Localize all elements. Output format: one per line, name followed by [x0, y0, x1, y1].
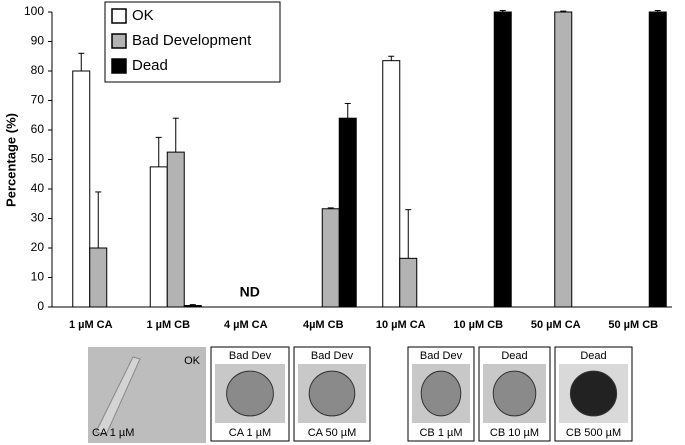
y-tick-label: 90 — [31, 34, 45, 48]
error-bar — [189, 304, 196, 306]
bar — [338, 117, 357, 308]
x-tick-label: 4 µM CA — [224, 319, 268, 331]
bar — [321, 208, 340, 308]
bar — [183, 305, 202, 308]
panel-title: Dead — [501, 350, 527, 362]
x-tick-label: 50 µM CB — [608, 319, 658, 331]
x-tick-label: 1 µM CA — [69, 319, 113, 331]
panel-caption: CB 10 µM — [490, 427, 539, 439]
y-tick-label: 80 — [31, 63, 45, 77]
error-bar — [95, 191, 102, 248]
error-bar — [560, 10, 567, 12]
error-bar — [155, 136, 162, 167]
panel-title: OK — [184, 355, 201, 367]
panel-cell — [226, 370, 274, 417]
bar — [493, 11, 512, 308]
legend-swatch — [111, 58, 127, 74]
bar — [399, 257, 418, 308]
x-tick-label: 50 µM CA — [531, 319, 581, 331]
panel-title: Bad Dev — [420, 350, 463, 362]
y-tick-label: 50 — [31, 152, 45, 166]
bar — [554, 11, 573, 308]
y-tick-label: 0 — [37, 299, 44, 313]
panel-cell — [95, 356, 141, 436]
panel-title: Bad Dev — [229, 350, 272, 362]
error-bar — [344, 102, 351, 119]
y-tick-label: 30 — [31, 211, 45, 225]
panel-caption: CB 1 µM — [419, 427, 462, 439]
x-tick-label: 1 µM CB — [146, 319, 190, 331]
legend-label: OK — [132, 7, 154, 24]
panel-cell — [569, 370, 618, 417]
legend-swatch — [111, 33, 127, 49]
panel-title: Dead — [580, 350, 606, 362]
legend-label: Bad Development — [132, 32, 252, 49]
bar — [149, 166, 168, 308]
bar — [89, 247, 108, 308]
legend-swatch — [111, 8, 127, 24]
y-tick-label: 10 — [31, 270, 45, 284]
y-axis-label: Percentage (%) — [3, 113, 18, 207]
panel-caption: CA 1 µM — [92, 427, 134, 439]
panel-title: Bad Dev — [311, 350, 354, 362]
error-bar — [654, 10, 661, 12]
bar — [382, 60, 401, 308]
error-bar — [327, 207, 334, 209]
panel-caption: CA 50 µM — [308, 427, 357, 439]
annotation: ND — [240, 284, 260, 300]
panel-caption: CB 500 µM — [566, 427, 621, 439]
error-bar — [78, 52, 85, 71]
y-tick-label: 20 — [31, 240, 45, 254]
legend-box — [104, 1, 281, 83]
x-tick-label: 10 µM CA — [376, 319, 426, 331]
y-tick-label: 40 — [31, 181, 45, 195]
y-tick-label: 70 — [31, 93, 45, 107]
x-tick-label: 10 µM CB — [453, 319, 503, 331]
error-bar — [388, 55, 395, 61]
bar — [648, 11, 667, 308]
panel-cell — [420, 370, 462, 417]
error-bar — [405, 209, 412, 259]
x-tick-label: 4µM CB — [303, 319, 344, 331]
panel-cell — [492, 370, 537, 417]
bar — [166, 151, 185, 308]
bar — [72, 70, 91, 308]
panel-cell — [308, 370, 356, 417]
error-bar — [499, 10, 506, 12]
y-tick-label: 60 — [31, 122, 45, 136]
panel-caption: CA 1 µM — [229, 427, 271, 439]
y-tick-label: 100 — [24, 4, 44, 18]
legend-label: Dead — [132, 57, 168, 74]
error-bar — [172, 117, 179, 153]
